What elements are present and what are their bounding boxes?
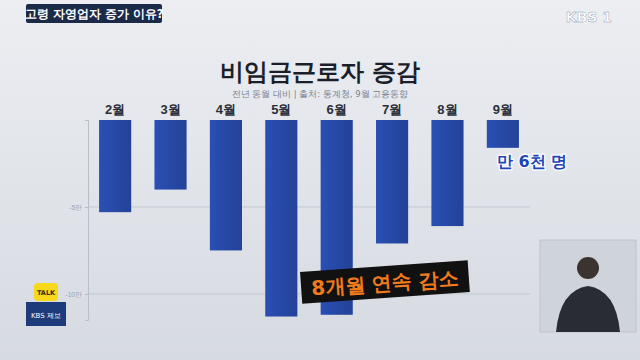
callout-box: [300, 260, 470, 304]
x-tick: 4월: [216, 102, 236, 120]
x-tick-label: 7월: [382, 102, 402, 117]
x-tick-label: 8월: [437, 102, 457, 117]
title: 비임금근로자 증감: [220, 58, 420, 86]
annotation: 만 6천 명: [497, 152, 567, 171]
tip-badge-box: [34, 283, 58, 301]
y-tick-label: -5만: [69, 204, 82, 211]
y-axis-line: [85, 121, 89, 321]
x-tick-label: 5월: [271, 102, 291, 117]
callout: 8개월 연속 감소: [300, 260, 470, 304]
tip-label-box: [26, 302, 66, 326]
chart-root: 고령 자영업자 증가 이유? KBS 1 비임금근로자 증감전년 동월 대비 | 출…: [0, 0, 640, 360]
bar: [99, 120, 131, 212]
logo: KBS 1: [566, 9, 612, 25]
x-tick: 3월: [160, 102, 180, 120]
x-tick: 6월: [327, 102, 347, 120]
y-tick: -10만: [66, 290, 88, 297]
x-tick-label: 3월: [160, 102, 180, 117]
interpreter-inset: [540, 240, 636, 332]
tip-badge: TALK: [37, 289, 56, 297]
bar: [265, 120, 297, 317]
bar: [487, 120, 519, 148]
bar: [376, 120, 408, 243]
x-axis-line: [89, 120, 531, 121]
y-tick-mark: [85, 207, 88, 208]
y-axis: -5만 -10만: [66, 121, 89, 321]
interpreter-head: [577, 257, 599, 279]
x-axis: 2월 3월 4월 5월 6월 7월 8월 9월: [89, 102, 531, 121]
x-tick-label: 2월: [105, 102, 125, 117]
x-tick-label: 9월: [493, 102, 513, 117]
bar: [431, 120, 463, 226]
y-tick: -5만: [69, 204, 88, 211]
interpreter-body: [556, 286, 620, 332]
x-tick: 7월: [382, 102, 402, 120]
x-tick: 2월: [105, 102, 125, 120]
callout-text: 8개월 연속 감소: [310, 266, 459, 300]
grid-line: [88, 206, 530, 207]
bars: [99, 120, 519, 317]
bar: [210, 120, 242, 250]
y-tick-label: -10만: [66, 290, 82, 297]
tip-label: KBS 제보: [31, 312, 61, 320]
x-tick-label: 4월: [216, 102, 236, 117]
bar: [154, 120, 186, 190]
x-tick-label: 6월: [327, 102, 347, 117]
x-tick: 5월: [271, 102, 291, 120]
subtitle: 전년 동월 대비 | 출처: 통계청, 9월 고용동향: [232, 89, 409, 99]
x-tick: 9월: [493, 102, 513, 120]
x-tick: 8월: [437, 102, 457, 120]
y-tick-mark: [85, 294, 88, 295]
background: [0, 0, 640, 360]
banner-text: 고령 자영업자 증가 이유?: [25, 7, 164, 21]
